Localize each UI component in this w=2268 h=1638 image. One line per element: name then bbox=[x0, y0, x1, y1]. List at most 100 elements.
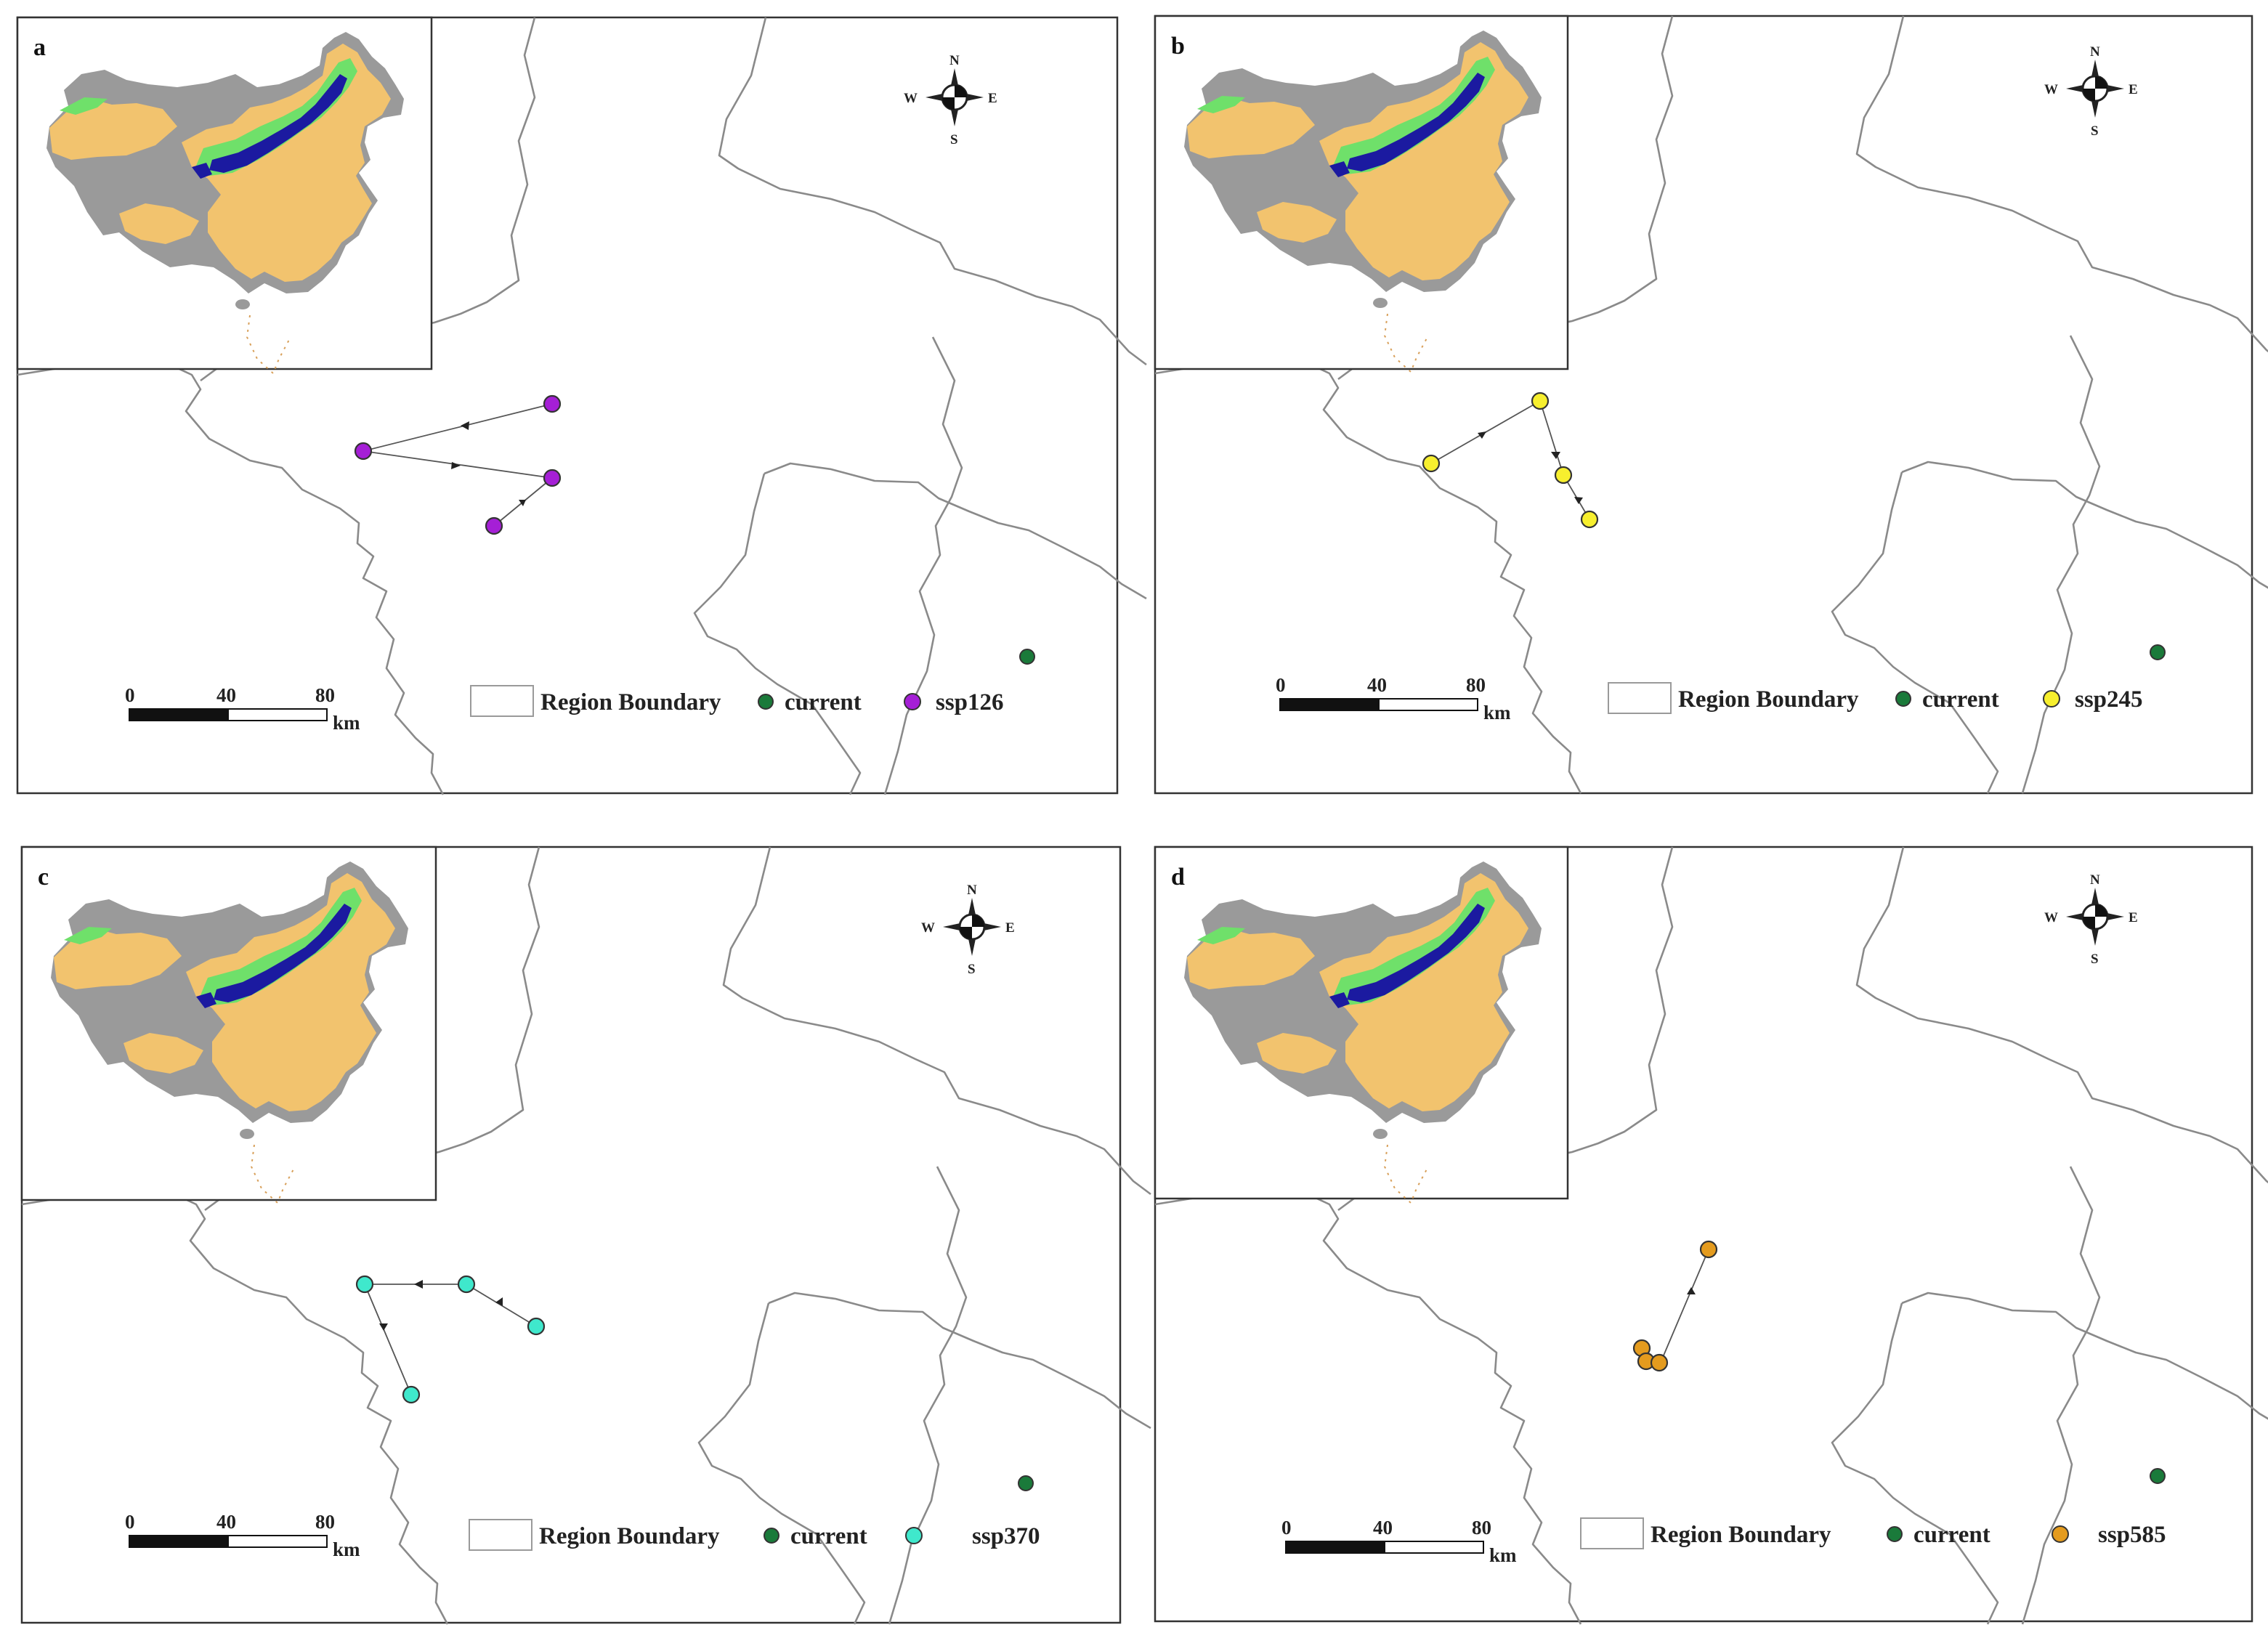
centroid-trajectory bbox=[355, 1275, 546, 1404]
current-point bbox=[1019, 649, 1035, 665]
panel-d: d N S E W 0 40 80 km Region Boun bbox=[1154, 846, 2268, 1626]
scale-bar: 0 40 80 km bbox=[125, 1511, 360, 1560]
legend-boundary-label: Region Boundary bbox=[539, 1523, 720, 1549]
scale-unit: km bbox=[1489, 1544, 1517, 1566]
compass-s: S bbox=[950, 132, 958, 147]
panel-b: b N S E W 0 40 80 km bbox=[1154, 15, 2268, 795]
scale-tick-0: 0 bbox=[125, 684, 135, 706]
scale-tick-40: 40 bbox=[1373, 1517, 1393, 1538]
scale-unit: km bbox=[1483, 702, 1511, 723]
panel-a: a N S E W 0 40 80 km bbox=[16, 16, 1148, 796]
scenario-point bbox=[1554, 466, 1573, 484]
scale-tick-80: 80 bbox=[1472, 1517, 1491, 1538]
legend-boundary-label: Region Boundary bbox=[1678, 686, 1859, 713]
legend-boundary-label: Region Boundary bbox=[1651, 1522, 1831, 1548]
legend: Region Boundary current ssp585 bbox=[1580, 1517, 2166, 1549]
current-point bbox=[2150, 1468, 2166, 1484]
scale-bar: 0 40 80 km bbox=[1276, 674, 1511, 723]
scenario-point bbox=[457, 1275, 476, 1294]
compass-e: E bbox=[1005, 920, 1015, 936]
compass-n: N bbox=[2090, 872, 2100, 888]
panel-letter: b bbox=[1171, 33, 1185, 60]
compass-w: W bbox=[2044, 910, 2058, 925]
legend-scenario-swatch bbox=[905, 1527, 923, 1544]
legend-boundary-swatch bbox=[469, 1519, 532, 1551]
legend-scenario-label: ssp126 bbox=[936, 689, 1004, 715]
scale-unit: km bbox=[333, 1538, 360, 1560]
china-inset bbox=[1154, 15, 1569, 373]
legend-current-swatch bbox=[758, 694, 774, 710]
compass-rose: N S E W bbox=[904, 53, 997, 147]
centroid-trajectory bbox=[1632, 1240, 1718, 1372]
china-inset bbox=[1154, 846, 1569, 1204]
scenario-point bbox=[1580, 510, 1599, 529]
scenario-point bbox=[485, 516, 503, 535]
legend-boundary-swatch bbox=[1608, 682, 1672, 714]
scale-tick-0: 0 bbox=[1276, 674, 1286, 696]
scenario-point bbox=[1422, 454, 1441, 473]
compass-rose: N S E W bbox=[2044, 44, 2138, 139]
compass-w: W bbox=[904, 91, 918, 106]
compass-s: S bbox=[968, 962, 976, 977]
scenario-point bbox=[402, 1385, 421, 1404]
legend-scenario-swatch bbox=[2043, 690, 2060, 707]
legend-scenario-swatch bbox=[904, 693, 921, 710]
scenario-point bbox=[527, 1317, 546, 1336]
scenario-point bbox=[1531, 392, 1550, 410]
scenario-point bbox=[355, 1275, 374, 1294]
legend-current-swatch bbox=[764, 1528, 779, 1544]
scale-tick-0: 0 bbox=[125, 1511, 135, 1533]
legend-scenario-label: ssp370 bbox=[972, 1523, 1040, 1549]
compass-w: W bbox=[2044, 82, 2058, 97]
compass-n: N bbox=[949, 53, 960, 68]
legend-current-label: current bbox=[1922, 686, 1999, 713]
scenario-point bbox=[543, 469, 562, 487]
legend: Region Boundary current ssp245 bbox=[1608, 682, 2143, 714]
legend-current-label: current bbox=[785, 689, 862, 715]
panel-letter: a bbox=[33, 34, 46, 61]
compass-n: N bbox=[967, 883, 977, 898]
legend-boundary-swatch bbox=[1580, 1517, 1644, 1549]
legend: Region Boundary current ssp370 bbox=[469, 1519, 1040, 1551]
panel-c: c N S E W 0 40 80 km bbox=[20, 846, 1152, 1626]
compass-rose: N S E W bbox=[2044, 872, 2138, 967]
legend: Region Boundary current ssp126 bbox=[470, 685, 1004, 717]
scale-tick-40: 40 bbox=[216, 684, 236, 706]
legend-boundary-swatch bbox=[470, 685, 534, 717]
compass-w: W bbox=[921, 920, 935, 936]
legend-scenario-label: ssp245 bbox=[2075, 686, 2143, 713]
scale-tick-80: 80 bbox=[315, 684, 335, 706]
legend-current-swatch bbox=[1887, 1526, 1903, 1542]
china-inset bbox=[16, 16, 433, 374]
scale-tick-0: 0 bbox=[1281, 1517, 1292, 1538]
compass-e: E bbox=[2129, 910, 2138, 925]
china-inset bbox=[20, 846, 437, 1204]
legend-boundary-label: Region Boundary bbox=[540, 689, 721, 715]
centroid-trajectory bbox=[354, 394, 562, 535]
legend-scenario-label: ssp585 bbox=[2098, 1522, 2166, 1548]
scenario-point bbox=[1699, 1240, 1718, 1259]
legend-scenario-swatch bbox=[2052, 1525, 2069, 1543]
compass-e: E bbox=[988, 91, 997, 106]
scale-unit: km bbox=[333, 712, 360, 734]
scale-tick-40: 40 bbox=[216, 1511, 236, 1533]
scenario-point bbox=[543, 394, 562, 413]
scenario-point bbox=[354, 442, 373, 461]
compass-e: E bbox=[2129, 82, 2138, 97]
legend-current-label: current bbox=[1913, 1522, 1990, 1548]
scale-bar: 0 40 80 km bbox=[1281, 1517, 1517, 1566]
panel-letter: c bbox=[38, 864, 49, 891]
legend-current-swatch bbox=[1895, 691, 1911, 707]
current-point bbox=[1018, 1475, 1034, 1491]
scale-tick-40: 40 bbox=[1367, 674, 1387, 696]
panel-letter: d bbox=[1171, 864, 1185, 891]
scale-tick-80: 80 bbox=[315, 1511, 335, 1533]
compass-s: S bbox=[2091, 123, 2099, 139]
current-point bbox=[2150, 644, 2166, 660]
compass-s: S bbox=[2091, 952, 2099, 967]
scenario-point bbox=[1650, 1353, 1669, 1372]
compass-rose: N S E W bbox=[921, 883, 1015, 977]
scale-tick-80: 80 bbox=[1466, 674, 1486, 696]
scale-bar: 0 40 80 km bbox=[125, 684, 360, 734]
